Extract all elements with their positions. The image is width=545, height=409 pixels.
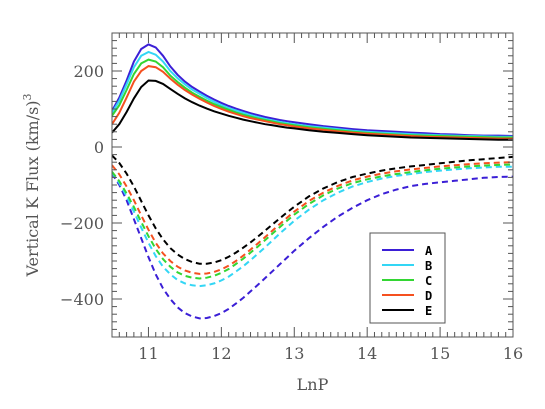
x-tick-label: 14 (357, 344, 377, 363)
axis-ticks (111, 32, 514, 338)
legend-label-b: B (425, 259, 432, 273)
series-e-solid-line (112, 79, 513, 141)
series-c-dashed-line (112, 163, 513, 280)
legend-box (369, 232, 446, 324)
x-tick-label: 13 (284, 344, 304, 363)
series-b-dashed-line (112, 165, 513, 288)
y-tick-label: 200 (73, 62, 104, 81)
x-tick-label: 12 (211, 344, 231, 363)
y-axis-label: Vertical K Flux (km/s)3 (21, 93, 42, 277)
y-tick-label: −400 (60, 290, 104, 309)
x-tick-label: 11 (138, 344, 158, 363)
series-d-solid-line (112, 65, 513, 140)
x-tick-label: 15 (430, 344, 450, 363)
y-axis-label-main: Vertical K Flux (km/s) (23, 100, 42, 277)
legend-label-c: C (425, 274, 432, 288)
chart-curves (112, 43, 513, 320)
series-a-dashed-line (112, 173, 513, 320)
x-axis-label: LnP (297, 375, 329, 394)
legend-label-d: D (425, 289, 432, 303)
axis-tick-labels: 11 12 13 14 15 16 −400 −200 0 200 (60, 62, 523, 363)
legend-label-a: A (425, 244, 433, 258)
y-tick-label: 0 (94, 138, 104, 157)
x-tick-label: 16 (503, 344, 523, 363)
legend-label-e: E (425, 304, 432, 318)
y-axis-label-superscript: 3 (21, 93, 34, 100)
series-d-dashed-line (112, 161, 513, 275)
series-e-dashed-line (112, 154, 513, 265)
plot-frame (111, 32, 514, 338)
series-a-solid-line (112, 43, 513, 137)
y-tick-label: −200 (60, 214, 104, 233)
